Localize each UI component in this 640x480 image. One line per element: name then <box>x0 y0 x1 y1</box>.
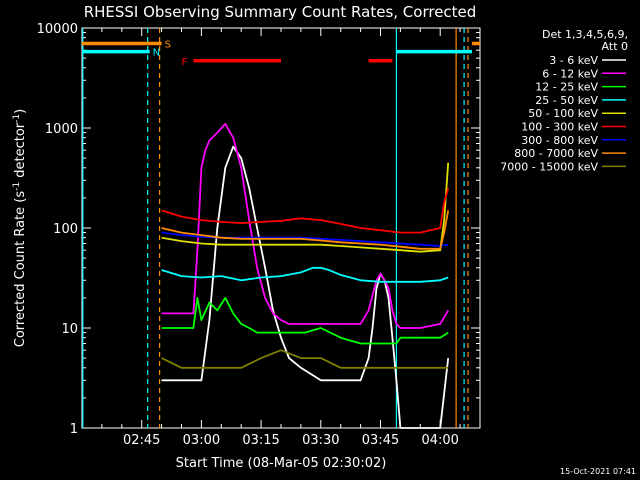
legend-entry-label: 100 - 300 keV <box>521 121 598 134</box>
y-tick-label: 10000 <box>37 22 78 37</box>
legend-title: Det 1,3,4,5,6,9, <box>542 28 628 41</box>
y-tick-label: 1000 <box>45 122 78 137</box>
y-tick-label: 1 <box>70 422 78 437</box>
series-line-6 <box>161 187 450 234</box>
series-line-5 <box>161 162 450 253</box>
series-lines <box>161 123 450 429</box>
legend-entry-label: 6 - 12 keV <box>542 67 598 80</box>
x-tick-label: 03:30 <box>302 433 339 448</box>
series-line-4 <box>161 266 449 283</box>
x-axis: 02:45 03:00 03:15 03:30 03:45 04:00 <box>101 28 461 448</box>
legend-entry-label: 7000 - 15000 keV <box>500 160 598 173</box>
y-axis: 1 10 100 1000 10000 <box>37 22 480 437</box>
series-line-1 <box>161 145 450 429</box>
x-tick-label: 04:00 <box>421 433 458 448</box>
x-axis-label: Start Time (08-Mar-05 02:30:02) <box>176 456 387 471</box>
y-tick-label: 10 <box>61 322 78 337</box>
legend-entry-label: 25 - 50 keV <box>535 94 598 107</box>
legend-title: Att 0 <box>602 40 628 53</box>
legend-entry-label: 12 - 25 keV <box>535 81 598 94</box>
legend-entry-label: 300 - 800 keV <box>521 134 598 147</box>
series-line-3 <box>161 296 449 345</box>
x-tick-label: 03:15 <box>242 433 279 448</box>
series-line-9 <box>161 349 449 369</box>
series-line-8 <box>161 210 450 250</box>
y-axis-label: Corrected Count Rate (s-1 detector-1) <box>12 109 28 347</box>
series-line-2 <box>161 123 449 329</box>
chart-title: RHESSI Observing Summary Count Rates, Co… <box>84 3 477 21</box>
legend-entry-label: 800 - 7000 keV <box>514 147 598 160</box>
x-tick-label: 02:45 <box>123 433 160 448</box>
state-label-f: F <box>181 57 187 68</box>
state-bars: SN F <box>82 39 480 68</box>
y-tick-label: 100 <box>53 222 78 237</box>
x-tick-label: 03:45 <box>362 433 399 448</box>
state-lines <box>82 28 469 428</box>
x-tick-label: 03:00 <box>183 433 220 448</box>
state-label-s: S <box>165 39 171 50</box>
state-label-n: N <box>153 48 160 59</box>
legend-entry-label: 50 - 100 keV <box>528 107 598 120</box>
legend-entry-label: 3 - 6 keV <box>549 54 598 67</box>
date-stamp: 15-Oct-2021 07:41 <box>560 467 636 476</box>
